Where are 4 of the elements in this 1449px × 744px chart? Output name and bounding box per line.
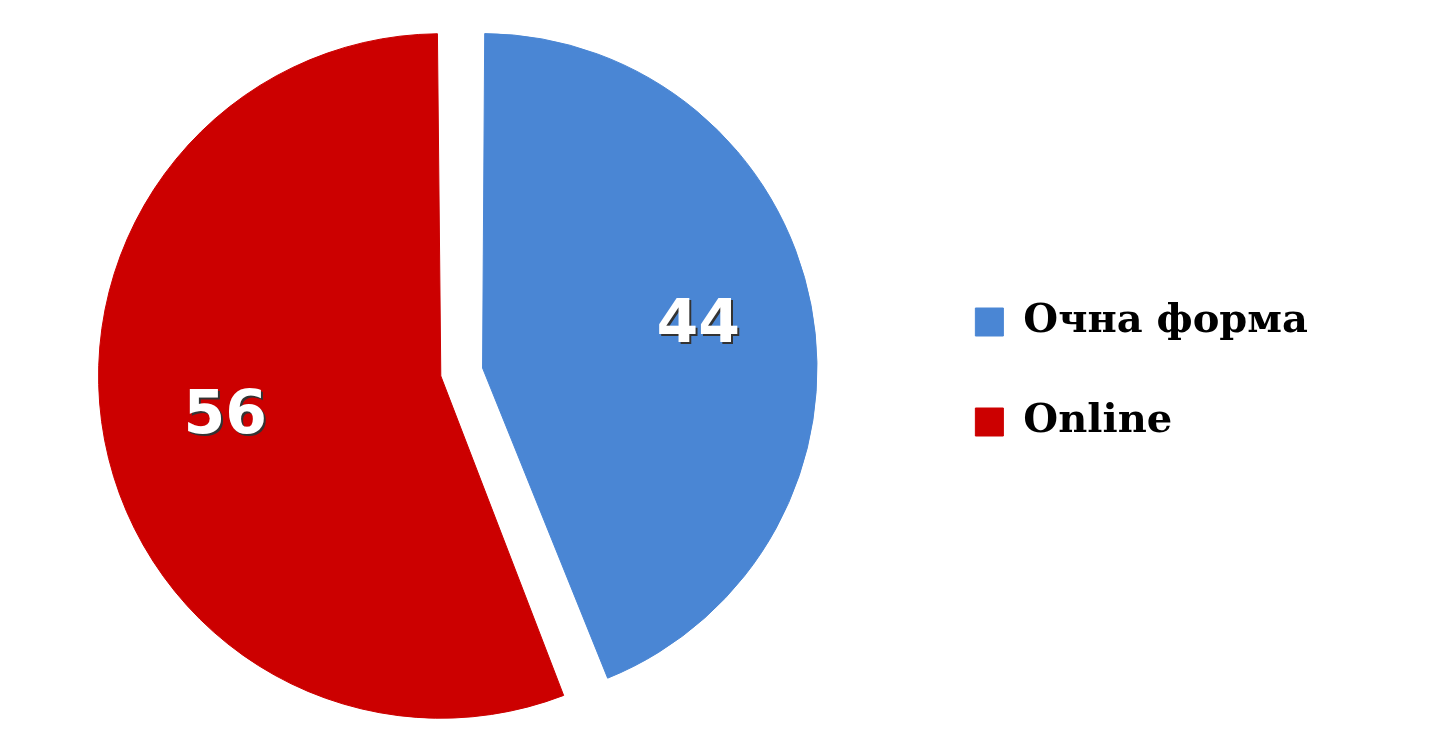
data-label: 56: [185, 378, 269, 449]
data-label: 44: [658, 288, 742, 359]
legend-label: Очна форма: [1023, 294, 1309, 342]
legend-label: Online: [1023, 394, 1173, 442]
